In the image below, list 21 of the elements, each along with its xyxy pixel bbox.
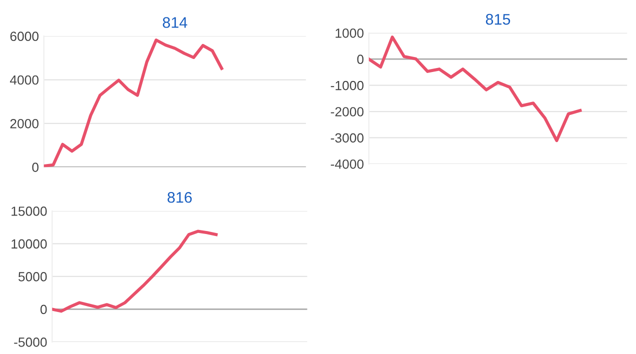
line-series [368,36,582,142]
y-tick-label: -3000 [330,133,364,143]
y-tick-label: -5000 [14,338,47,347]
y-tick-label: 0 [32,162,39,172]
line-series [44,38,224,168]
chart-title: 816 [168,192,192,203]
y-tick-label: -2000 [330,107,364,116]
y-tick-label: -4000 [330,159,364,169]
chart-title: 815 [486,14,510,25]
y-tick-label: 4000 [10,75,39,85]
y-tick-label: 6000 [10,32,39,42]
y-tick-label: -1000 [330,80,364,90]
y-tick-label: 2000 [10,118,39,128]
y-tick-label: 1000 [336,28,364,38]
y-tick-label: 5000 [18,272,47,282]
y-tick-label: 0 [40,304,47,314]
chart-title: 814 [162,17,188,28]
line-series [52,230,218,313]
y-tick-label: 10000 [12,239,47,249]
y-tick-label: 15000 [12,206,47,216]
y-tick-label: 0 [357,54,364,64]
